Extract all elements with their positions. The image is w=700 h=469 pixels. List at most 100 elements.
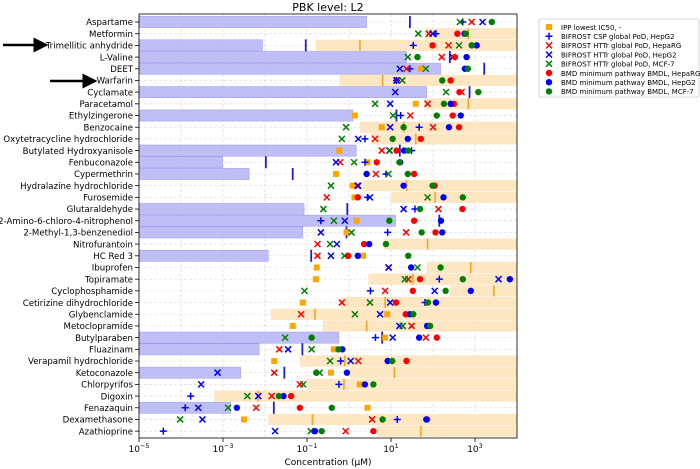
orange-range-band [449,285,517,297]
marker-httr-mcf7 [330,217,338,225]
marker-bmd-mcf7 [459,194,467,201]
marker-bmd-hepg2 [311,427,319,435]
marker-bmd-mcf7 [488,18,495,26]
legend-marker-ipp [546,24,552,30]
marker-httr-hepg2 [494,275,503,283]
marker-httr-heparg [408,322,416,330]
marker-ipp [353,217,360,224]
marker-ipp [327,369,334,376]
marker-httr-heparg [354,357,362,365]
marker-httr-mcf7 [300,287,309,295]
marker-bmd-hepg2 [437,217,445,224]
marker-bmd-mcf7 [468,42,475,49]
marker-httr-hepg2 [386,123,394,131]
marker-httr-heparg [445,41,453,49]
marker-ipp [364,404,371,411]
marker-bmd-hepg2 [445,124,453,131]
marker-httr-hepg2 [431,287,439,295]
marker-bmd-heparg [392,299,400,306]
marker-bmd-heparg [449,112,456,119]
marker-bmd-hepg2 [439,229,446,236]
marker-bmd-mcf7 [386,217,393,224]
y-tick-label: Metformin [89,30,133,40]
marker-bmd-hepg2 [407,264,415,271]
y-tick-label: Ibuprofen [92,264,133,274]
legend-label: BIFROST HTTr global PoD, MCF-7 [561,61,675,69]
marker-httr-heparg [313,252,322,260]
marker-ipp [351,194,358,201]
marker-ipp [313,264,320,271]
marker-httr-mcf7 [413,263,421,272]
legend-marker-httr-hepg2 [545,51,553,59]
marker-httr-hepg2 [429,30,437,38]
marker-bmd-hepg2 [423,416,430,423]
marker-bmd-mcf7 [464,65,472,72]
marker-httr-mcf7 [299,380,307,388]
marker-httr-heparg [438,53,446,61]
y-tick-label: Azathioprine [79,427,133,437]
marker-httr-hepg2 [197,380,205,388]
x-axis-label: Concentration (µM) [284,458,371,468]
marker-ipp [412,100,419,107]
orange-range-band [362,180,517,192]
marker-httr-hepg2 [194,404,202,412]
y-tick-label: HC Red 3 [93,252,133,262]
y-tick-label: Cetirizine dihydrochloride [23,299,133,309]
y-tick-label: Glutaraldehyde [67,205,133,215]
marker-httr-mcf7 [442,88,450,96]
legend-marker-bmd-mcf7 [545,88,553,95]
marker-httr-heparg [338,299,346,307]
marker-bmd-hepg2 [432,299,440,306]
y-tick-label: Chlorpyrifos [81,381,133,391]
marker-bmd-hepg2 [463,53,470,61]
orange-range-band [425,28,517,40]
marker-bmd-heparg [403,357,410,365]
marker-httr-hepg2 [391,88,399,96]
marker-httr-heparg [342,427,350,435]
legend-marker-httr-mcf7 [545,60,553,68]
marker-httr-heparg [468,18,476,26]
blue-range-bar [138,249,269,262]
marker-bmd-heparg [433,334,440,341]
marker-httr-hepg2 [254,392,262,400]
y-tick-label: Aspartame [86,18,133,28]
marker-ipp [336,147,343,154]
marker-httr-hepg2 [479,18,487,26]
x-tick-label: 10−1 [296,442,317,455]
marker-ipp [343,229,350,236]
marker-bmd-mcf7 [439,77,446,84]
marker-bmd-heparg [432,229,439,236]
marker-csp [361,158,369,166]
marker-httr-mcf7 [326,357,334,365]
marker-bmd-mcf7 [275,392,283,400]
marker-bmd-mcf7 [389,135,396,143]
y-tick-label: Hydralazine hydrochloride [20,182,133,192]
marker-httr-heparg [429,123,437,131]
marker-ipp [356,381,363,388]
legend-label: IPP lowest IC50, - [561,24,622,32]
blue-range-bar [138,62,441,75]
marker-httr-heparg [424,100,432,108]
marker-bmd-mcf7 [429,182,436,189]
marker-httr-mcf7 [319,205,327,213]
marker-bmd-heparg [451,53,459,61]
marker-ipp [332,170,339,177]
marker-csp [159,427,167,435]
blue-range-bar [138,366,241,379]
y-tick-label: L-Valine [100,53,133,63]
marker-httr-mcf7 [338,135,346,143]
marker-csp [337,357,345,365]
marker-httr-heparg [378,147,386,155]
marker-ipp [271,358,278,365]
marker-bmd-hepg2 [457,112,464,119]
legend-box [538,18,700,98]
marker-httr-heparg [372,170,380,178]
x-tick-label: 101 [383,442,399,455]
y-tick-label: 2-Amino-6-chloro-4-nitrophenol [0,217,133,227]
marker-bmd-hepg2 [473,42,480,49]
marker-httr-heparg [323,193,331,201]
marker-httr-hepg2 [341,217,349,225]
marker-httr-mcf7 [401,275,409,283]
marker-httr-mcf7 [326,240,334,248]
marker-bmd-mcf7 [410,311,417,318]
